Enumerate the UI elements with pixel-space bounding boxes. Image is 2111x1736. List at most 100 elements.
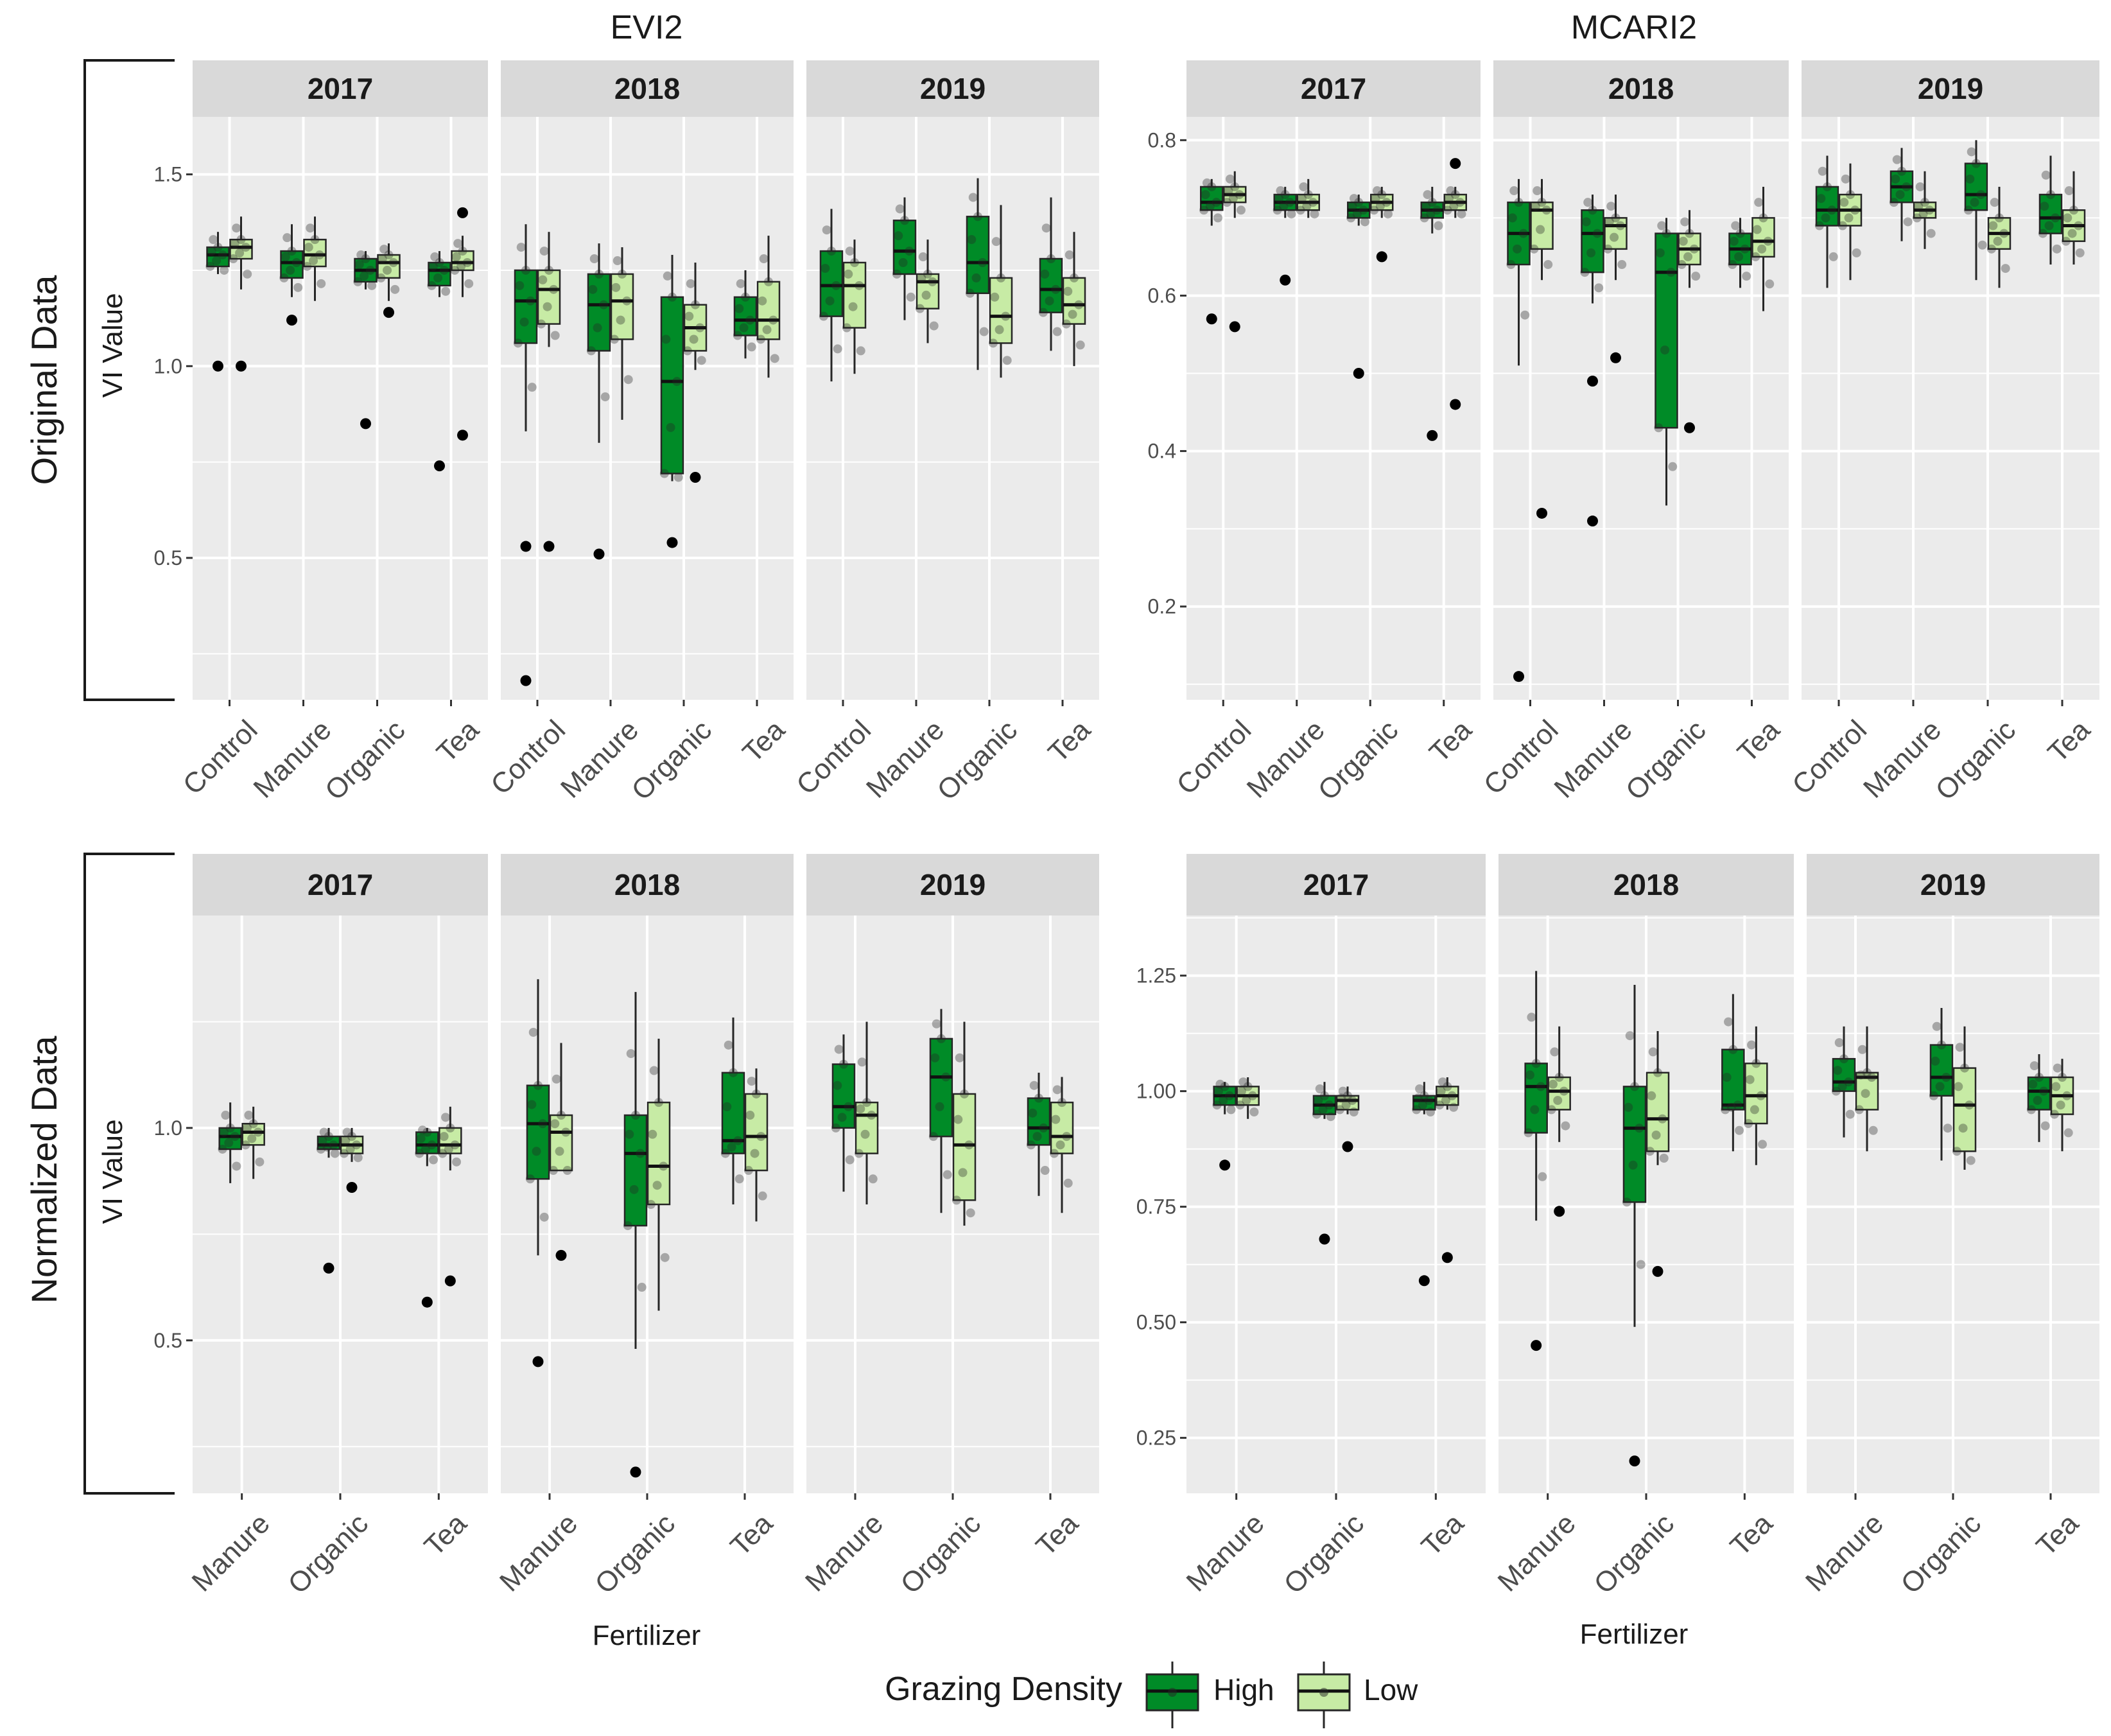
facet-strip [193,60,488,117]
jitter-point [244,1111,254,1120]
box-iqr [1929,1044,1954,1097]
jitter-point [1349,194,1359,204]
jitter-point [844,1102,853,1111]
jitter-point [1002,356,1012,365]
jitter-point [743,1166,753,1176]
jitter-point [433,273,443,282]
box-iqr [1524,1063,1548,1134]
jitter-point [1224,1091,1234,1100]
x-tick-label: Control [1786,714,1873,801]
jitter-point [898,258,908,267]
jitter-point [1219,1096,1228,1105]
jitter-point [1341,1100,1351,1110]
box-low-tea [2049,1059,2074,1152]
jitter-point [857,1057,867,1067]
jitter-point [599,300,609,309]
jitter-point [668,292,677,302]
box-high-control [205,232,230,372]
jitter-point [1721,1105,1730,1115]
facet-strip-label: 2017 [308,72,373,105]
jitter-point [2051,213,2060,223]
jitter-point [1958,1124,1968,1133]
jitter-point [225,1123,235,1133]
jitter-point [1426,1107,1436,1116]
jitter-point [1763,236,1773,246]
jitter-point [764,277,773,286]
box-high-tea [1721,994,1745,1152]
box-iqr [1039,257,1063,313]
jitter-point [360,271,369,281]
jitter-point [689,334,699,344]
jitter-point [1314,1096,1323,1105]
jitter-point [1745,1075,1755,1084]
jitter-point [1220,1082,1229,1091]
jitter-point [415,1149,424,1158]
facet-strip-label: 2018 [1608,72,1674,105]
jitter-point [1542,205,1551,215]
jitter-point [930,1053,940,1063]
jitter-point [1891,174,1900,184]
jitter-point [1653,1068,1662,1077]
legend-key-low [1297,1662,1351,1728]
jitter-point [526,296,535,306]
outlier-point [213,360,223,372]
jitter-point [1731,221,1741,230]
jitter-point [646,1200,656,1209]
box-low-tea [1751,186,1775,311]
jitter-point [1988,221,1998,230]
jitter-point [322,1142,332,1152]
jitter-point [319,1127,329,1137]
jitter-point [1041,223,1051,233]
jitter-point [450,265,460,275]
jitter-point [1666,268,1676,277]
jitter-point [1359,205,1368,215]
facet-strip-label: 2017 [308,868,373,901]
jitter-point [1624,1102,1633,1112]
panel-background [193,117,488,700]
jitter-point [928,277,937,286]
x-tick-label: Manure [799,1507,889,1597]
jitter-point [317,279,326,288]
jitter-point [612,256,622,266]
jitter-point [345,1144,355,1154]
jitter-point [1758,1140,1768,1149]
box-iqr [514,269,538,344]
jitter-point [831,1123,840,1133]
jitter-point [255,1157,265,1167]
jitter-point [661,334,671,344]
jitter-point [1735,229,1745,238]
box-low-control [229,216,253,372]
facet-strip [501,854,794,916]
jitter-point [1038,308,1048,317]
jitter-point [1691,272,1701,281]
box-iqr [744,1093,769,1172]
jitter-point [1445,194,1454,204]
jitter-point [995,325,1004,334]
jitter-point [900,216,909,225]
jitter-point [1222,198,1232,207]
jitter-point [672,377,682,386]
jitter-point [745,1111,755,1120]
jitter-point [220,265,229,275]
outlier-point [666,537,678,548]
facet-strip-label: 2018 [614,868,680,901]
jitter-point [1432,205,1442,215]
jitter-point [1841,174,1850,184]
jitter-point [660,1253,670,1262]
jitter-point [230,239,239,248]
box-low-manure [1912,171,1937,249]
box-low-control [536,232,561,552]
box-iqr [280,250,304,279]
jitter-point [446,1123,455,1133]
box-low-organic [1986,186,2011,288]
outlier-point [555,1249,567,1261]
x-tick-label: Manure [1492,1507,1582,1597]
jitter-point [842,323,851,333]
box-low-tea [756,236,781,378]
jitter-point [428,261,438,271]
x-tick-label: Manure [1800,1507,1889,1597]
jitter-point [2067,229,2077,238]
jitter-point [1559,1086,1568,1096]
jitter-point [550,331,560,340]
outlier-point [236,360,247,372]
